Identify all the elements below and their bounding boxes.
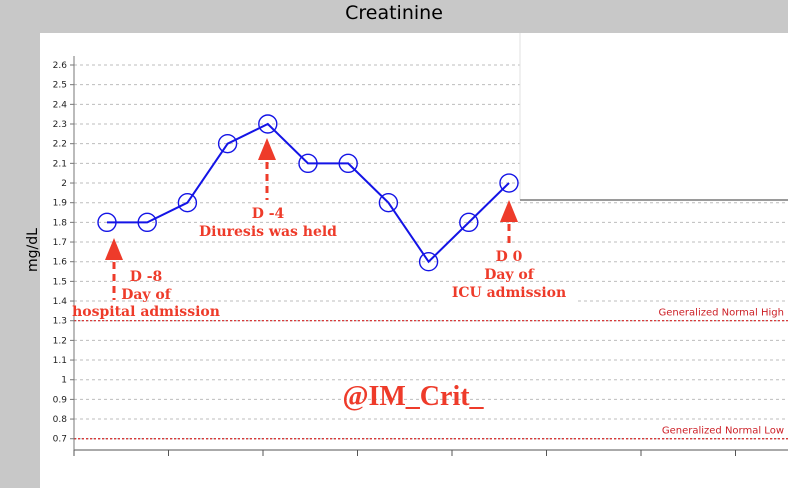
annotation-text: Day of — [484, 267, 535, 283]
y-tick-label: 2.4 — [53, 100, 68, 110]
y-tick-label: 2.6 — [53, 61, 68, 71]
y-tick-label: 2.3 — [53, 120, 67, 130]
y-axis-label: mg/dL — [25, 228, 41, 272]
y-tick-label: 1.9 — [53, 199, 68, 209]
y-tick-label: 2 — [61, 179, 67, 189]
watermark-handle: @IM_Crit_ — [342, 381, 484, 412]
series-line — [107, 122, 510, 264]
data-point[interactable] — [499, 173, 519, 193]
y-tick-label: 2.2 — [53, 140, 67, 150]
label-backdrop — [437, 283, 577, 313]
data-point[interactable] — [177, 192, 198, 213]
annotation-text: hospital admission — [72, 304, 220, 320]
annotation: D 0 Day of ICU admission — [452, 200, 566, 301]
annotation-arrow-head — [258, 138, 276, 160]
data-point[interactable] — [137, 212, 157, 233]
y-axis-ticks: 2.6 2.5 2.4 2.3 2.2 2.1 2 1.9 1.8 1.7 1.6 1.5 1.4 1.3… — [53, 61, 74, 445]
data-point[interactable] — [298, 153, 318, 174]
reference-line-label: Generalized Normal High — [659, 308, 784, 319]
annotation-text: Diuresis was held — [199, 224, 337, 240]
y-tick-label: 0.9 — [53, 395, 68, 405]
data-point[interactable] — [378, 192, 399, 213]
y-tick-label: 1.6 — [53, 258, 68, 268]
annotation-text: D -8 — [130, 269, 163, 285]
y-tick-label: 0.7 — [53, 435, 67, 445]
annotation: D -4 Diuresis was held — [199, 138, 337, 240]
overlay-panel — [520, 33, 788, 201]
annotation-arrow-head — [500, 200, 518, 222]
chart-title: Creatinine — [345, 2, 443, 24]
data-point[interactable] — [217, 133, 238, 154]
reference-lines: Generalized Normal High Generalized Norma… — [74, 308, 788, 440]
annotation-text: D 0 — [496, 249, 523, 265]
y-tick-label: 1.2 — [53, 336, 67, 346]
data-point[interactable] — [418, 252, 439, 272]
data-point[interactable] — [97, 212, 117, 233]
y-tick-label: 1.8 — [53, 218, 68, 228]
reference-line-label: Generalized Normal Low — [662, 426, 784, 437]
y-tick-label: 0.8 — [53, 415, 68, 425]
data-point[interactable] — [338, 153, 358, 174]
annotation-text: ICU admission — [452, 285, 566, 301]
y-tick-label: 1.1 — [53, 356, 67, 366]
data-points — [97, 114, 519, 272]
data-point[interactable] — [459, 212, 479, 233]
annotation-arrow-head — [105, 238, 123, 260]
y-tick-label: 1 — [61, 376, 67, 386]
y-tick-label: 1.7 — [53, 238, 67, 248]
y-tick-label: 1.3 — [53, 317, 67, 327]
y-tick-label: 1.5 — [53, 277, 67, 287]
y-tick-label: 1.4 — [53, 297, 68, 307]
annotation-text: Day of — [121, 287, 172, 303]
y-tick-label: 2.1 — [53, 159, 67, 169]
annotation-text: D -4 — [252, 206, 285, 222]
x-axis-ticks — [73, 450, 736, 456]
y-tick-label: 2.5 — [53, 81, 67, 91]
data-point[interactable] — [258, 114, 278, 134]
